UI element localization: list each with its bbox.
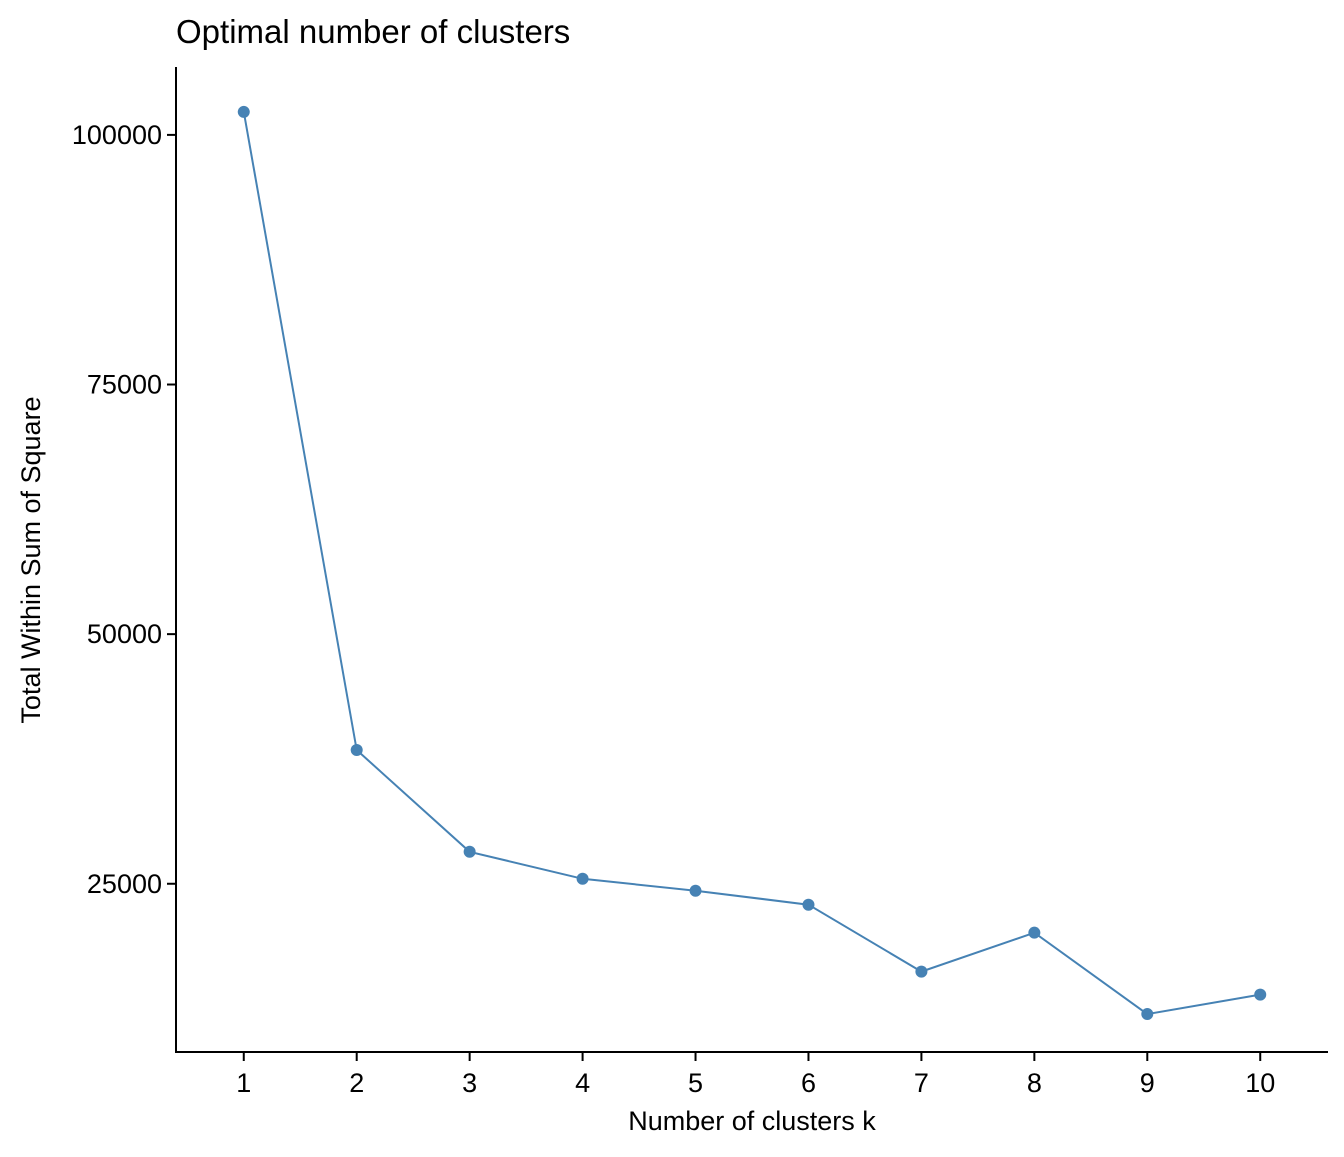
x-tick-label: 8: [1027, 1068, 1042, 1098]
data-point: [1254, 988, 1267, 1001]
x-axis-title: Number of clusters k: [628, 1106, 876, 1136]
x-tick-label: 5: [688, 1068, 703, 1098]
axes: [175, 67, 1328, 1053]
data-point: [689, 884, 702, 897]
chart-title: Optimal number of clusters: [176, 13, 570, 50]
x-tick-label: 2: [349, 1068, 364, 1098]
data-point: [915, 965, 928, 978]
x-tick-label: 3: [462, 1068, 477, 1098]
data-point: [1141, 1008, 1154, 1021]
x-tick-label: 9: [1140, 1068, 1155, 1098]
y-axis-ticks: 25000 50000 75000 100000: [72, 120, 176, 899]
data-point: [576, 872, 589, 885]
x-tick-label: 4: [575, 1068, 590, 1098]
x-axis-ticks: 1 2 3 4 5 6 7 8 9 10: [236, 1052, 1275, 1098]
data-point: [237, 105, 250, 118]
data-point: [802, 898, 815, 911]
series-group: [237, 105, 1267, 1021]
y-tick-label: 25000: [87, 869, 162, 899]
series-line: [242, 111, 1261, 1016]
data-point: [1028, 926, 1041, 939]
data-point: [350, 743, 363, 756]
x-tick-label: 6: [801, 1068, 816, 1098]
y-tick-label: 50000: [87, 619, 162, 649]
x-tick-label: 1: [236, 1068, 251, 1098]
y-tick-label: 100000: [72, 120, 162, 150]
x-tick-label: 10: [1245, 1068, 1275, 1098]
data-point: [463, 845, 476, 858]
y-axis-title: Total Within Sum of Square: [16, 396, 46, 723]
y-tick-label: 75000: [87, 370, 162, 400]
x-tick-label: 7: [914, 1068, 929, 1098]
